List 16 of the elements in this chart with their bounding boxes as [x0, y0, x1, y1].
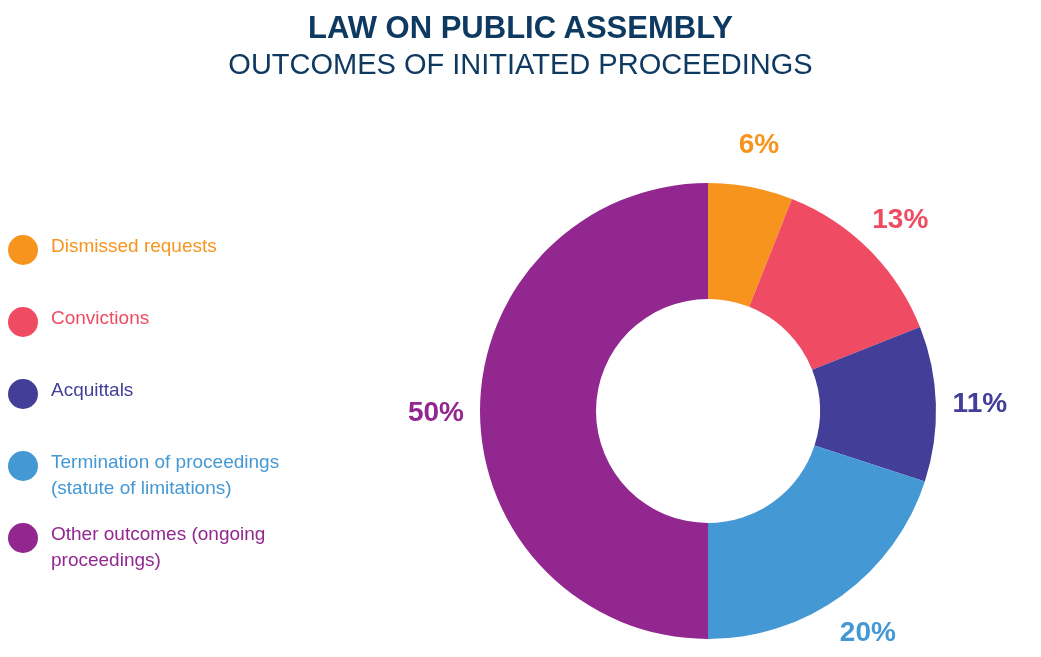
legend-label: Acquittals — [51, 378, 134, 402]
legend-label: Dismissed requests — [51, 234, 217, 258]
donut-slice — [708, 445, 925, 639]
chart-subtitle: OUTCOMES OF INITIATED PROCEEDINGS — [227, 47, 814, 82]
data-label: 20% — [839, 615, 896, 647]
legend-label: Other outcomes (ongoing proceedings) — [51, 522, 267, 572]
donut-slice — [480, 183, 708, 639]
legend-label: Convictions — [51, 306, 150, 330]
donut-slice — [708, 183, 792, 307]
data-label: 11% — [952, 386, 1008, 418]
data-label: 50% — [407, 395, 465, 427]
data-label: 13% — [872, 203, 929, 235]
data-label: 6% — [738, 128, 780, 160]
donut-slice — [812, 327, 936, 482]
chart-title: LAW ON PUBLIC ASSEMBLY — [307, 10, 734, 46]
legend-label: Termination of proceedings (statute of limitations) — [51, 450, 281, 500]
